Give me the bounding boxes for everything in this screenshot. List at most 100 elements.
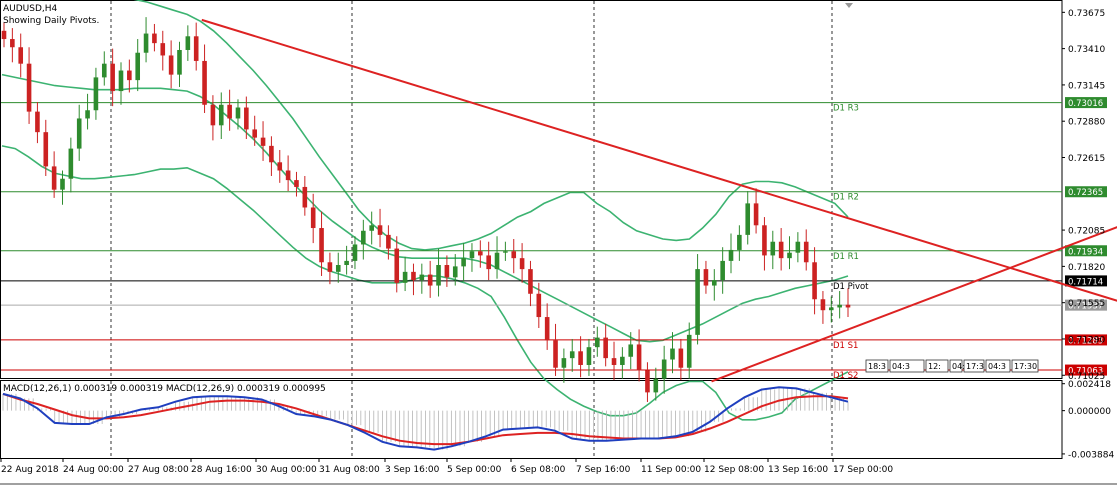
macd-tick-label-2: -0.003884	[1068, 450, 1114, 460]
candle-body-60	[503, 251, 508, 253]
candle-body-1	[10, 39, 15, 48]
candle-body-67	[561, 358, 567, 368]
pivot-price-label-2: 0.71934	[1068, 247, 1103, 257]
macd-main-line	[2, 386, 849, 451]
candle-body-99	[828, 307, 834, 311]
candle-body-98	[820, 299, 826, 311]
candle-body-34	[285, 170, 291, 181]
candle-body-85	[711, 280, 717, 286]
candle-body-90	[753, 203, 759, 226]
pivot-price-label-5: 0.71063	[1068, 367, 1103, 377]
macd-label: MACD(12,26,1) 0.000319 0.000319 MACD(12,…	[3, 384, 326, 394]
candle-body-26	[218, 104, 224, 126]
candle-body-75	[628, 344, 634, 357]
candle-body-51	[427, 274, 433, 286]
scroll-label-1: 04:3	[892, 362, 910, 371]
candle-body-27	[227, 104, 232, 119]
candle-body-53	[444, 265, 450, 278]
candle-body-58	[486, 255, 491, 270]
bollinger-upper-line	[27, 0, 849, 251]
time-axis: 22 Aug 2018 24 Aug 00:00 27 Aug 08:00 28 Au…	[0, 458, 1117, 485]
symbol-title: AUDUSD,H4	[3, 4, 58, 14]
candle-body-42	[352, 244, 358, 261]
candle-body-30	[252, 129, 257, 138]
candle-body-0	[1, 30, 7, 40]
candle-body-21	[177, 49, 182, 75]
bollinger-lower-line	[1, 145, 849, 421]
trendline-1	[711, 226, 1117, 383]
scroll-box-2	[925, 359, 949, 373]
macd-signal-line	[2, 392, 849, 446]
price-tick-label-5: 0.72085	[1068, 227, 1105, 237]
scroll-box-4	[963, 359, 985, 373]
candle-body-56	[469, 251, 475, 259]
candle-body-20	[168, 55, 174, 75]
trendlines-layer	[201, 18, 1117, 383]
candle-body-54	[452, 266, 458, 278]
candle-body-48	[402, 271, 408, 283]
pivot-price-box-4	[1065, 334, 1107, 346]
candle-body-65	[544, 317, 550, 341]
pivot-price-label-4: 0.71283	[1068, 336, 1103, 346]
candle-body-92	[770, 241, 776, 256]
scroll-box-1	[889, 359, 925, 373]
candle-body-88	[737, 234, 742, 250]
scroll-label-3: 04:3	[952, 362, 970, 371]
candle-body-29	[244, 107, 249, 130]
pivot-name-1: D1 R2	[833, 193, 859, 203]
bollinger-bands	[1, 0, 849, 421]
macd-panel: 0.002418 0.000000 -0.003884	[2, 380, 1114, 460]
candle-body-73	[611, 358, 617, 365]
candle-body-59	[494, 252, 500, 270]
scroll-box-5	[985, 359, 1011, 373]
candle-body-46	[386, 234, 391, 249]
candle-body-86	[720, 260, 725, 281]
candle-body-7	[60, 178, 65, 190]
pivot-price-box-5	[1065, 364, 1107, 376]
candle-body-66	[553, 340, 558, 368]
candle-body-5	[43, 132, 49, 167]
candle-body-71	[595, 337, 600, 348]
chart-shift-marker	[845, 3, 853, 8]
candle-body-101	[845, 304, 851, 308]
candle-body-55	[461, 258, 466, 267]
candle-body-68	[569, 351, 575, 359]
scroll-label-6: 17:30	[1014, 362, 1037, 371]
candle-body-80	[670, 348, 675, 360]
scroll-strip: 18:3 04:3 12: 04:317:3 04:3 17:30	[865, 359, 1039, 373]
candle-body-50	[419, 274, 425, 281]
candle-body-31	[260, 137, 266, 146]
candle-body-10	[85, 110, 90, 119]
candle-body-11	[93, 77, 99, 111]
time-label-12: 13 Sep 16:00	[768, 465, 828, 475]
candle-body-94	[787, 252, 792, 259]
bollinger-middle-line	[1, 73, 849, 343]
pivot-price-label-0: 0.73016	[1068, 99, 1103, 109]
candle-body-22	[185, 36, 191, 50]
time-label-10: 11 Sep 00:00	[641, 465, 701, 475]
candle-body-23	[193, 36, 199, 61]
price-tick-label-8: 0.71290	[1068, 335, 1105, 345]
candle-body-81	[678, 348, 684, 368]
candle-body-82	[686, 334, 692, 368]
candle-body-28	[235, 107, 241, 119]
price-tick-label-7: 0.71555	[1068, 299, 1105, 309]
scroll-label-4: 17:3	[966, 362, 984, 371]
candle-body-9	[76, 118, 82, 149]
price-tick-label-9: 0.71025	[1068, 372, 1105, 382]
price-tick-label-6: 0.71820	[1068, 263, 1105, 273]
candle-body-83	[695, 269, 700, 335]
price-tick-label-0: 0.73675	[1068, 9, 1105, 19]
scroll-label-2: 12:	[928, 362, 941, 371]
scroll-box-3	[949, 359, 963, 373]
candle-body-74	[620, 356, 625, 365]
candle-body-96	[803, 241, 809, 263]
candle-body-44	[369, 225, 374, 231]
candle-body-35	[294, 180, 299, 187]
candle-body-2	[18, 47, 24, 64]
candle-body-62	[519, 258, 525, 270]
candle-body-12	[101, 63, 107, 78]
candle-body-4	[35, 111, 40, 133]
